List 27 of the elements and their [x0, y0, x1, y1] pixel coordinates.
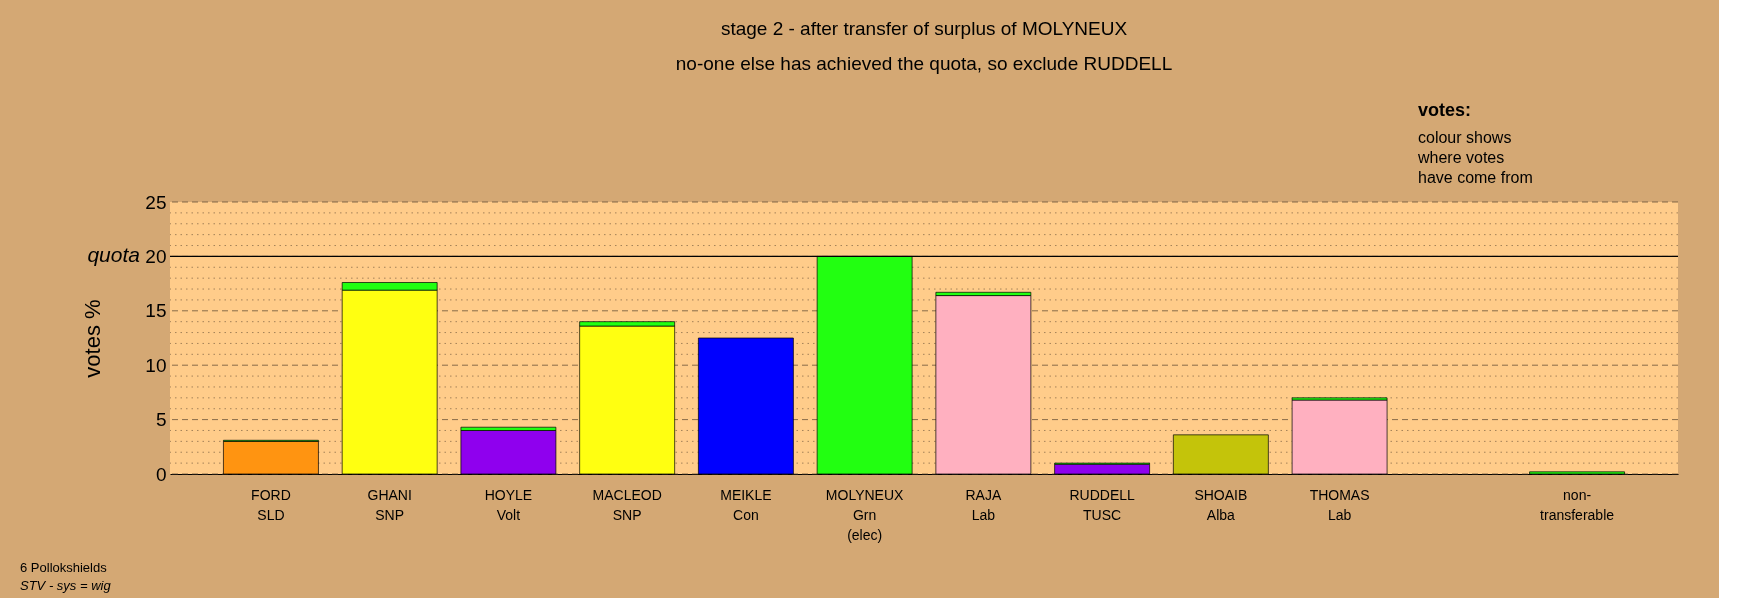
y-tick-label: 0	[155, 463, 167, 485]
chart-subtitle: no-one else has achieved the quota, so exclude RUDDELL	[675, 53, 1173, 74]
x-tick-label: non- transferable	[1540, 486, 1615, 523]
y-tick-label: 15	[145, 300, 167, 322]
text: votes:	[1418, 100, 1472, 120]
x-tick-label: GHANI SNP	[367, 486, 412, 523]
x-tick-label: MOLYNEUX Grn (elec)	[825, 486, 905, 543]
bar	[698, 337, 794, 475]
text: colour shows where votes have come from	[1417, 129, 1533, 186]
bar	[935, 295, 1032, 475]
text: STV - sys = wig	[20, 578, 112, 593]
x-tick-label: MACLEOD SNP	[592, 486, 662, 523]
x-tick-label: THOMAS Lab	[1309, 486, 1370, 523]
x-tick-label: HOYLE Volt	[484, 486, 533, 523]
x-tick-label: RAJA Lab	[965, 486, 1002, 523]
x-tick-label: MEIKLE Con	[720, 486, 772, 523]
x-tick-label: FORD SLD	[251, 486, 291, 523]
ref-line-label: quota	[87, 243, 140, 267]
x-tick-label: SHOAIB Alba	[1194, 486, 1248, 523]
x-tick-label: RUDDELL TUSC	[1069, 486, 1135, 523]
text: 6 Pollokshields	[20, 560, 108, 575]
y-tick-label: 5	[155, 409, 167, 431]
y-tick-label: 20	[145, 245, 167, 267]
y-tick-label: 10	[145, 354, 167, 376]
y-axis-title: votes %	[80, 299, 106, 378]
chart-title: stage 2 - after transfer of surplus of MOLYNEUX	[720, 18, 1128, 39]
y-tick-label: 25	[145, 191, 167, 213]
